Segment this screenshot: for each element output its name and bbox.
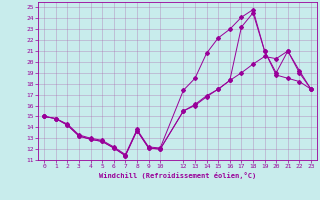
X-axis label: Windchill (Refroidissement éolien,°C): Windchill (Refroidissement éolien,°C): [99, 172, 256, 179]
